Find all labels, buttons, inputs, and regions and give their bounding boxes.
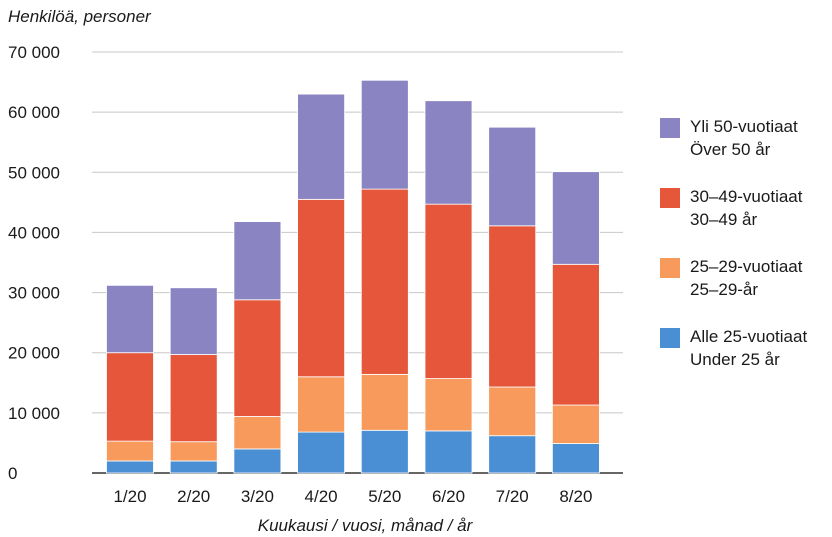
bar-segment bbox=[488, 126, 537, 227]
bar-segment bbox=[169, 354, 218, 443]
bar-segment bbox=[106, 284, 154, 354]
bar-segment bbox=[233, 448, 282, 474]
bar-segment bbox=[360, 429, 409, 474]
x-tick-label: 7/20 bbox=[496, 487, 529, 506]
bar-segment bbox=[233, 299, 282, 417]
legend-label-fi: 30–49-vuotiaat bbox=[690, 187, 803, 206]
y-tick-label: 60 000 bbox=[8, 103, 60, 122]
bar-segment bbox=[169, 441, 218, 462]
x-tick-label: 6/20 bbox=[432, 487, 465, 506]
y-tick-label: 20 000 bbox=[8, 344, 60, 363]
legend-swatch bbox=[660, 328, 680, 348]
bar-segment bbox=[106, 460, 154, 474]
legend-item: Yli 50-vuotiaat Över 50 år bbox=[660, 115, 830, 185]
bar-segment bbox=[233, 221, 282, 301]
x-axis-title: Kuukausi / vuosi, månad / år bbox=[258, 516, 474, 535]
legend-item: 25–29-vuotiaat 25–29-år bbox=[660, 255, 830, 325]
y-axis-ticks: 0 10 000 20 000 30 000 40 000 50 000 60 000 70 … bbox=[8, 43, 60, 483]
bar-segment bbox=[297, 198, 346, 378]
bar-segment bbox=[552, 171, 600, 265]
y-tick-label: 50 000 bbox=[8, 163, 60, 182]
bar-segment bbox=[424, 378, 473, 432]
legend-label: 25–29-vuotiaat 25–29-år bbox=[690, 255, 802, 301]
bar-segment bbox=[424, 203, 473, 379]
bar-segment bbox=[552, 404, 600, 444]
legend-swatch bbox=[660, 188, 680, 208]
bar-segment bbox=[106, 352, 154, 442]
bar-segment bbox=[106, 440, 154, 462]
x-tick-label: 2/20 bbox=[177, 487, 210, 506]
bar-segment bbox=[297, 431, 346, 474]
legend-swatch bbox=[660, 258, 680, 278]
bar-segment bbox=[552, 443, 600, 474]
legend-label-sv: 25–29-år bbox=[690, 280, 759, 299]
y-tick-label: 30 000 bbox=[8, 284, 60, 303]
bar-segment bbox=[297, 93, 346, 200]
y-tick-label: 40 000 bbox=[8, 223, 60, 242]
x-tick-label: 8/20 bbox=[559, 487, 592, 506]
legend-label-fi: Alle 25-vuotiaat bbox=[690, 327, 808, 346]
bar-segment bbox=[360, 373, 409, 431]
legend-label: 30–49-vuotiaat 30–49 år bbox=[690, 185, 802, 231]
legend: Yli 50-vuotiaat Över 50 år 30–49-vuotiaat 3… bbox=[660, 115, 830, 395]
bar-segment bbox=[488, 225, 537, 388]
x-tick-label: 1/20 bbox=[113, 487, 146, 506]
legend-label-sv: Över 50 år bbox=[690, 140, 771, 159]
y-tick-label: 0 bbox=[8, 464, 17, 483]
bar-segment bbox=[233, 416, 282, 450]
bar-segment bbox=[552, 263, 600, 406]
legend-label-fi: Yli 50-vuotiaat bbox=[690, 117, 798, 136]
legend-label-sv: 30–49 år bbox=[690, 210, 758, 229]
bar-segment bbox=[360, 79, 409, 190]
bar-segment bbox=[169, 460, 218, 474]
legend-item: 30–49-vuotiaat 30–49 år bbox=[660, 185, 830, 255]
y-axis-title: Henkilöä, personer bbox=[8, 7, 152, 26]
bar-segment bbox=[297, 376, 346, 433]
legend-item: Alle 25-vuotiaat Under 25 år bbox=[660, 325, 830, 395]
bar-segment bbox=[360, 188, 409, 375]
x-tick-label: 4/20 bbox=[305, 487, 338, 506]
y-tick-label: 10 000 bbox=[8, 404, 60, 423]
bars bbox=[106, 79, 600, 474]
legend-label: Yli 50-vuotiaat Över 50 år bbox=[690, 115, 798, 161]
legend-swatch bbox=[660, 118, 680, 138]
bar-segment bbox=[169, 287, 218, 355]
legend-label-sv: Under 25 år bbox=[690, 350, 780, 369]
x-tick-label: 5/20 bbox=[368, 487, 401, 506]
y-tick-label: 70 000 bbox=[8, 43, 60, 62]
bar-segment bbox=[424, 430, 473, 474]
bar-segment bbox=[488, 435, 537, 474]
legend-label: Alle 25-vuotiaat Under 25 år bbox=[690, 325, 807, 371]
x-axis-ticks: 1/20 2/20 3/20 4/20 5/20 6/20 7/20 8/20 bbox=[113, 487, 592, 506]
bar-segment bbox=[488, 386, 537, 437]
x-tick-label: 3/20 bbox=[241, 487, 274, 506]
bar-segment bbox=[424, 100, 473, 205]
legend-label-fi: 25–29-vuotiaat bbox=[690, 257, 803, 276]
